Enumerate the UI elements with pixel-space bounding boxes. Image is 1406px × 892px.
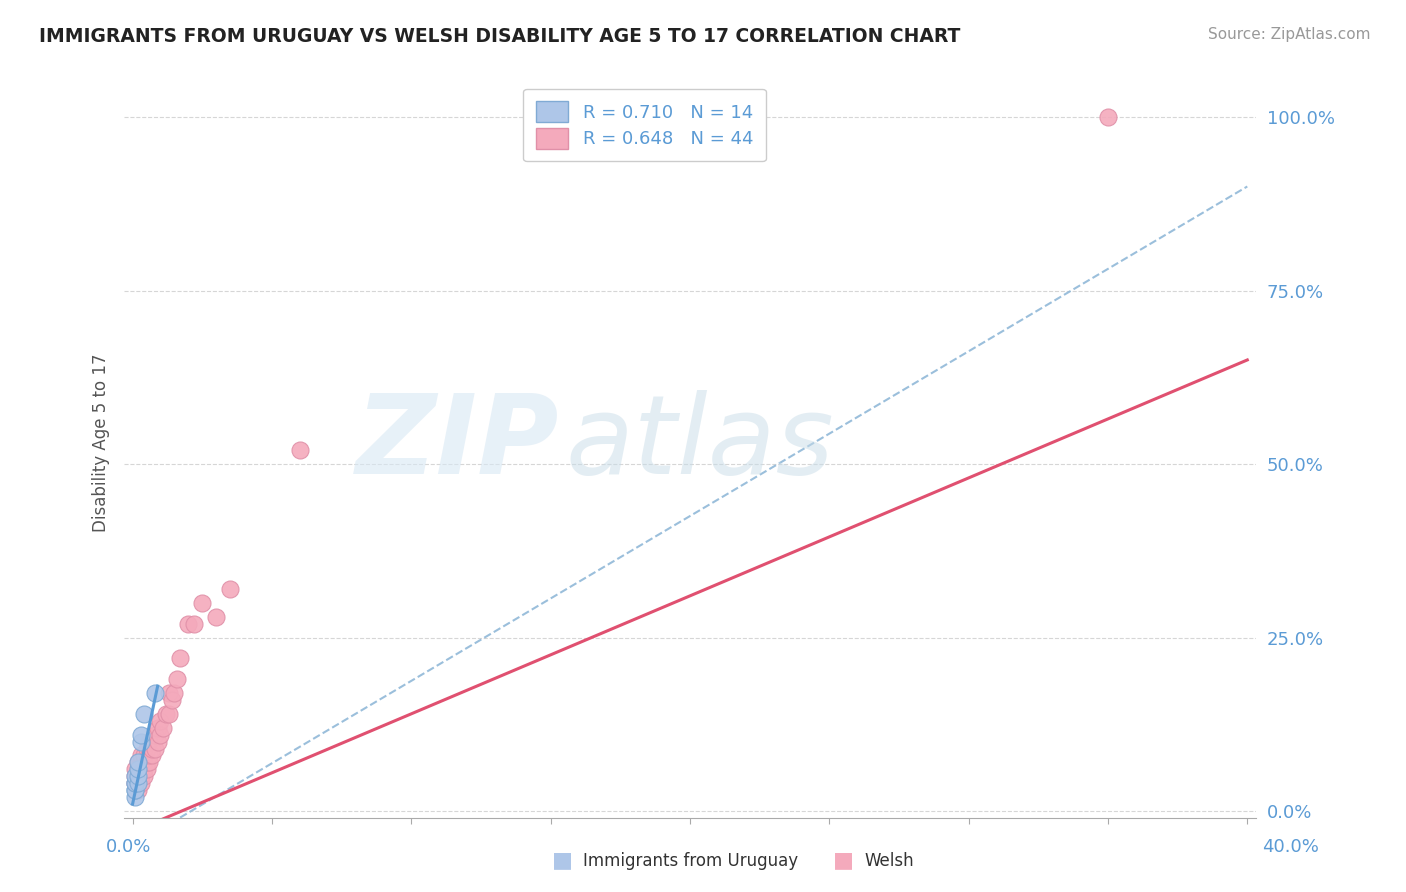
Point <box>141 741 163 756</box>
Point <box>124 776 146 790</box>
Point <box>152 721 174 735</box>
Point <box>219 582 242 596</box>
Point <box>129 776 152 790</box>
Point <box>149 728 172 742</box>
Point <box>288 443 311 458</box>
Point <box>129 769 152 783</box>
Text: atlas: atlas <box>565 390 834 497</box>
Point <box>166 672 188 686</box>
Point <box>127 763 149 777</box>
Point <box>129 728 152 742</box>
Point <box>141 748 163 763</box>
Text: Welsh: Welsh <box>865 852 914 870</box>
Point <box>163 686 186 700</box>
Y-axis label: Disability Age 5 to 17: Disability Age 5 to 17 <box>93 354 110 533</box>
Point <box>129 748 152 763</box>
Legend: R = 0.710   N = 14, R = 0.648   N = 44: R = 0.710 N = 14, R = 0.648 N = 44 <box>523 89 766 161</box>
Text: ■: ■ <box>834 850 853 870</box>
Point <box>183 616 205 631</box>
Point <box>143 741 166 756</box>
Point <box>138 734 160 748</box>
Point <box>135 756 157 770</box>
Point <box>169 651 191 665</box>
Text: Source: ZipAtlas.com: Source: ZipAtlas.com <box>1208 27 1371 42</box>
Point <box>138 756 160 770</box>
Point <box>191 596 214 610</box>
Point <box>132 748 155 763</box>
Point <box>127 769 149 783</box>
Text: Immigrants from Uruguay: Immigrants from Uruguay <box>583 852 799 870</box>
Text: ZIP: ZIP <box>356 390 560 497</box>
Text: 0.0%: 0.0% <box>105 838 150 855</box>
Point <box>160 693 183 707</box>
Text: IMMIGRANTS FROM URUGUAY VS WELSH DISABILITY AGE 5 TO 17 CORRELATION CHART: IMMIGRANTS FROM URUGUAY VS WELSH DISABIL… <box>39 27 960 45</box>
Point <box>132 769 155 783</box>
Point <box>205 609 228 624</box>
Point <box>177 616 200 631</box>
Point <box>143 686 166 700</box>
Point <box>129 756 152 770</box>
Point <box>124 769 146 783</box>
Point <box>146 734 169 748</box>
Point <box>157 686 180 700</box>
Point <box>127 783 149 797</box>
Point <box>146 721 169 735</box>
Point <box>155 706 177 721</box>
Point <box>127 756 149 770</box>
Point <box>135 741 157 756</box>
Point <box>138 748 160 763</box>
Point <box>127 769 149 783</box>
Point <box>132 706 155 721</box>
Point <box>127 776 149 790</box>
Point <box>124 776 146 790</box>
Point <box>1097 110 1119 124</box>
Point <box>143 728 166 742</box>
Point <box>124 776 146 790</box>
Text: ■: ■ <box>553 850 572 870</box>
Point <box>157 706 180 721</box>
Text: 40.0%: 40.0% <box>1263 838 1319 855</box>
Point <box>124 783 146 797</box>
Point <box>149 714 172 728</box>
Point <box>124 769 146 783</box>
Point <box>124 783 146 797</box>
Point <box>135 763 157 777</box>
Point <box>124 790 146 805</box>
Point <box>132 756 155 770</box>
Point <box>124 763 146 777</box>
Point <box>129 734 152 748</box>
Point <box>127 763 149 777</box>
Point <box>132 763 155 777</box>
Point <box>127 756 149 770</box>
